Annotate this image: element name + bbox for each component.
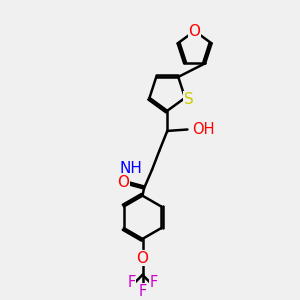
Text: F: F — [138, 284, 147, 299]
Text: S: S — [184, 92, 194, 107]
Text: F: F — [128, 275, 136, 290]
Text: O: O — [117, 175, 129, 190]
Text: F: F — [149, 275, 158, 290]
Text: O: O — [189, 23, 201, 38]
Text: NH: NH — [120, 161, 143, 176]
Text: O: O — [136, 251, 148, 266]
Text: OH: OH — [193, 122, 215, 137]
